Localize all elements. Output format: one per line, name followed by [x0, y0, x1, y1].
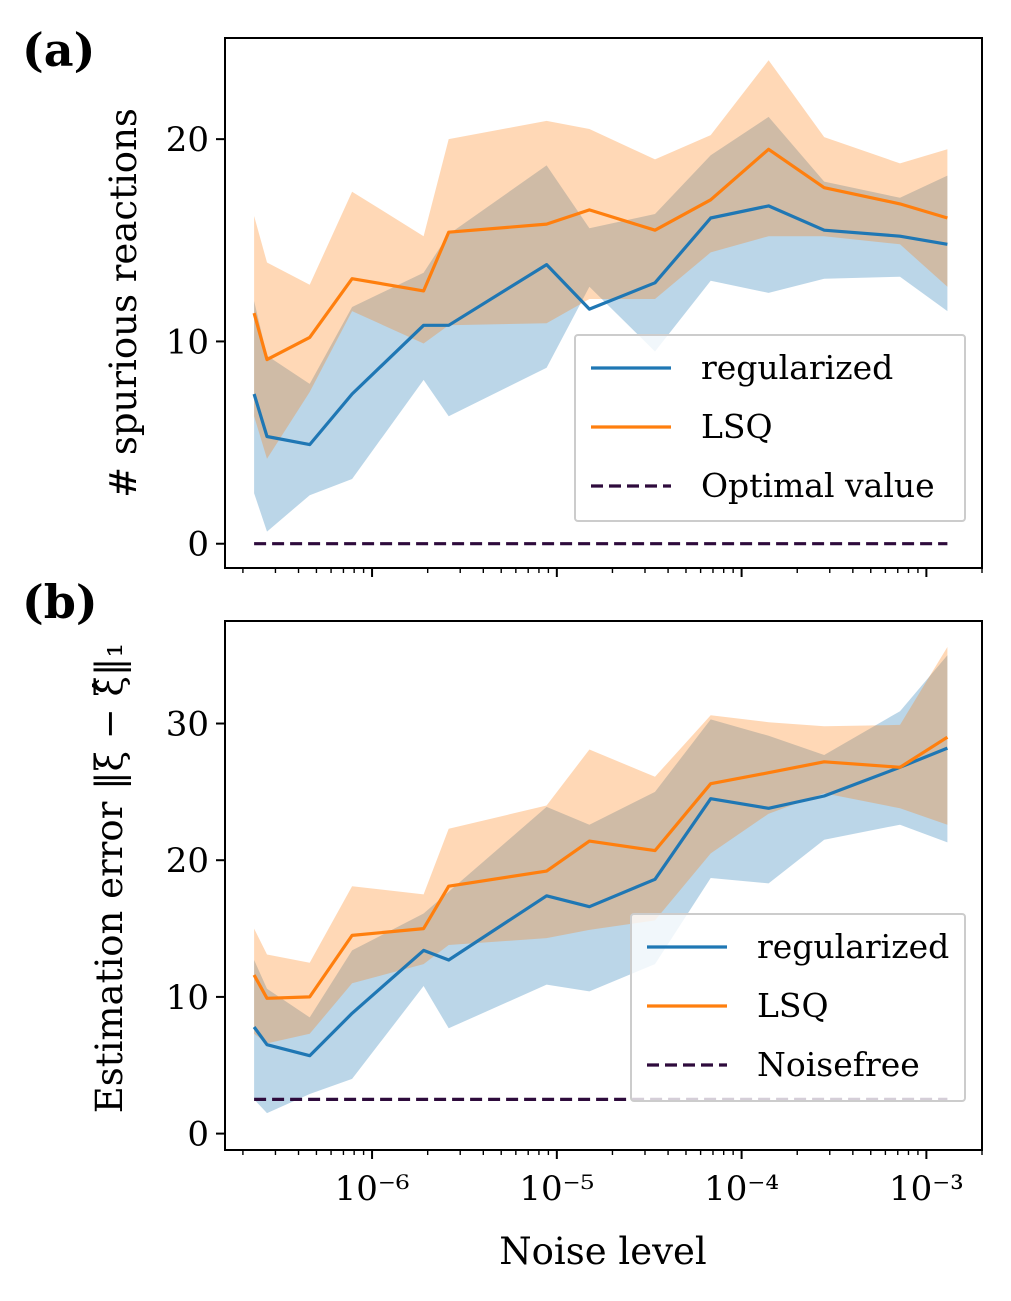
- y-tick-label-10-a: 10: [166, 322, 209, 362]
- line-lsq-a: [252, 147, 948, 362]
- legend-label-noisefree-b: Noisefree: [757, 1045, 920, 1084]
- band-regularized-a: [254, 116, 948, 532]
- band-lsq-a: [254, 60, 948, 459]
- legend-b: regularized LSQ Noisefree: [630, 913, 966, 1102]
- legend-label-optimal-value-a: Optimal value: [701, 466, 935, 505]
- axes-frame-b: [224, 620, 983, 1151]
- axes-frame-a: [224, 37, 983, 569]
- y-tick-label-0-a: 0: [187, 525, 209, 565]
- line-regularized-a: [252, 204, 948, 447]
- y-tick-label-10-b: 10: [166, 978, 209, 1018]
- y-tick-label-20-a: 20: [166, 120, 209, 160]
- y-axis-label-b: Estimation error ‖ξ − ξ̂‖₁: [88, 643, 131, 1114]
- x-tick-label--4: 10⁻⁴: [704, 1169, 779, 1209]
- plot-area-a: [252, 60, 948, 546]
- band-lsq-b: [254, 647, 948, 1044]
- x-tick-label--6: 10⁻⁶: [335, 1169, 410, 1209]
- y-tick-label-0-b: 0: [187, 1115, 209, 1155]
- line-regularized-b: [252, 746, 949, 1058]
- y-tick-label-20-b: 20: [166, 841, 209, 881]
- legend-label-lsq-b: LSQ: [757, 986, 829, 1025]
- legend-label-lsq-a: LSQ: [701, 407, 773, 446]
- y-axis-label-a: # spurious reactions: [102, 108, 145, 498]
- x-tick-label--3: 10⁻³: [889, 1169, 964, 1209]
- panel-b: (b) Estimation error ‖ξ − ξ̂‖₁ Noise lev…: [22, 575, 983, 1273]
- legend-a: regularized LSQ Optimal value: [574, 334, 966, 522]
- panel-a: (a) # spurious reactions 0 10 20 regularize…: [22, 23, 983, 577]
- y-tick-label-30-b: 30: [166, 705, 209, 745]
- x-tick-label--5: 10⁻⁵: [519, 1169, 594, 1209]
- plot-area-b: [252, 647, 949, 1114]
- legend-box-b: [630, 913, 966, 1102]
- x-axis-label: Noise level: [499, 1230, 707, 1273]
- panel-label-b: (b): [22, 575, 98, 629]
- panel-label-a: (a): [22, 23, 95, 77]
- legend-label-regularized-a: regularized: [701, 348, 893, 387]
- legend-box-a: [574, 334, 966, 522]
- band-regularized-b: [254, 655, 948, 1114]
- line-lsq-b: [252, 735, 949, 1000]
- legend-label-regularized-b: regularized: [757, 927, 949, 966]
